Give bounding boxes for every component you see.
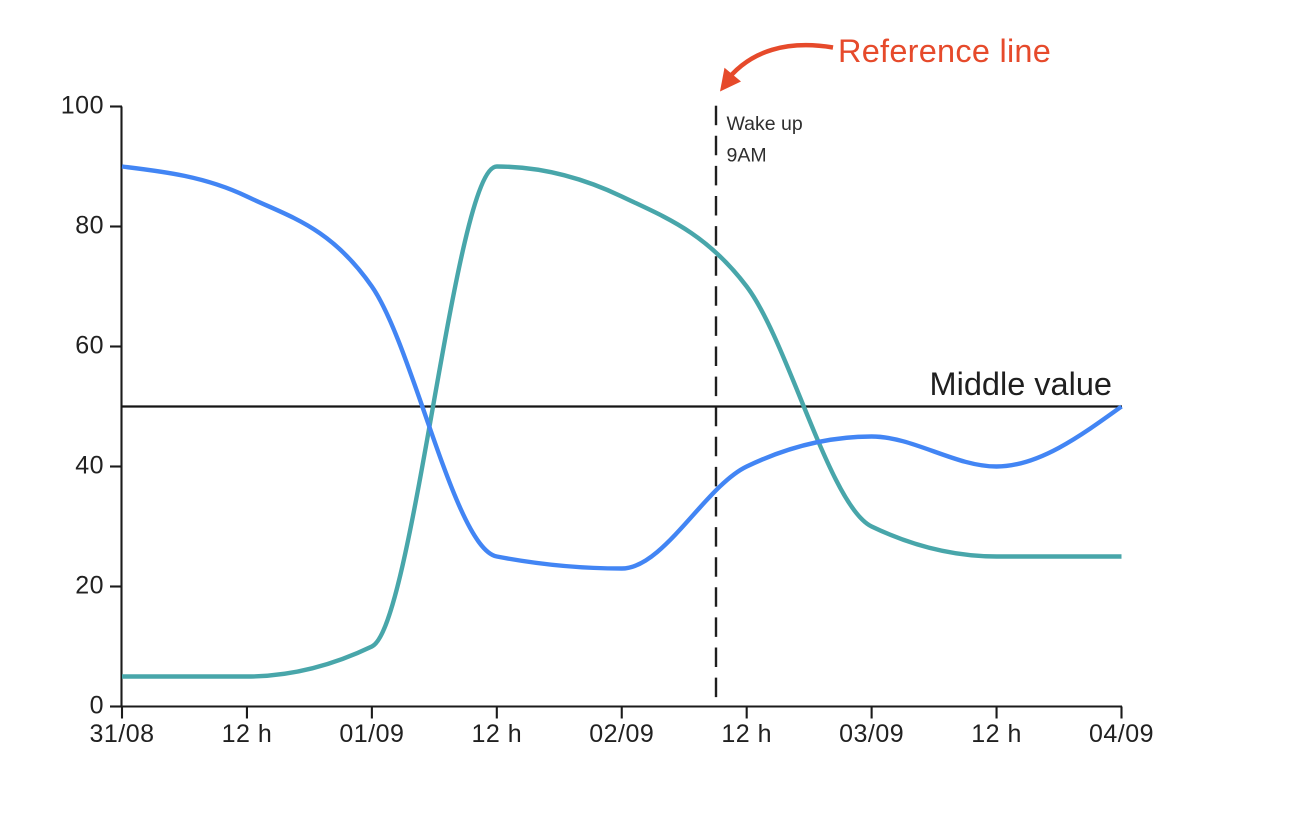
svg-text:100: 100 xyxy=(61,92,104,120)
svg-text:01/09: 01/09 xyxy=(339,720,404,748)
svg-text:Wake up: Wake up xyxy=(727,113,803,135)
svg-text:12 h: 12 h xyxy=(222,720,273,748)
svg-text:60: 60 xyxy=(75,332,104,360)
svg-text:Reference line: Reference line xyxy=(838,33,1051,69)
svg-text:04/09: 04/09 xyxy=(1089,720,1154,748)
svg-text:80: 80 xyxy=(75,212,104,240)
svg-text:12 h: 12 h xyxy=(721,720,772,748)
svg-text:40: 40 xyxy=(75,452,104,480)
svg-text:0: 0 xyxy=(90,692,104,720)
svg-text:12 h: 12 h xyxy=(471,720,522,748)
svg-text:31/08: 31/08 xyxy=(89,720,154,748)
svg-text:03/09: 03/09 xyxy=(839,720,904,748)
svg-text:20: 20 xyxy=(75,572,104,600)
svg-text:12 h: 12 h xyxy=(971,720,1022,748)
svg-text:02/09: 02/09 xyxy=(589,720,654,748)
svg-text:9AM: 9AM xyxy=(727,144,767,166)
svg-text:Middle value: Middle value xyxy=(930,366,1112,402)
